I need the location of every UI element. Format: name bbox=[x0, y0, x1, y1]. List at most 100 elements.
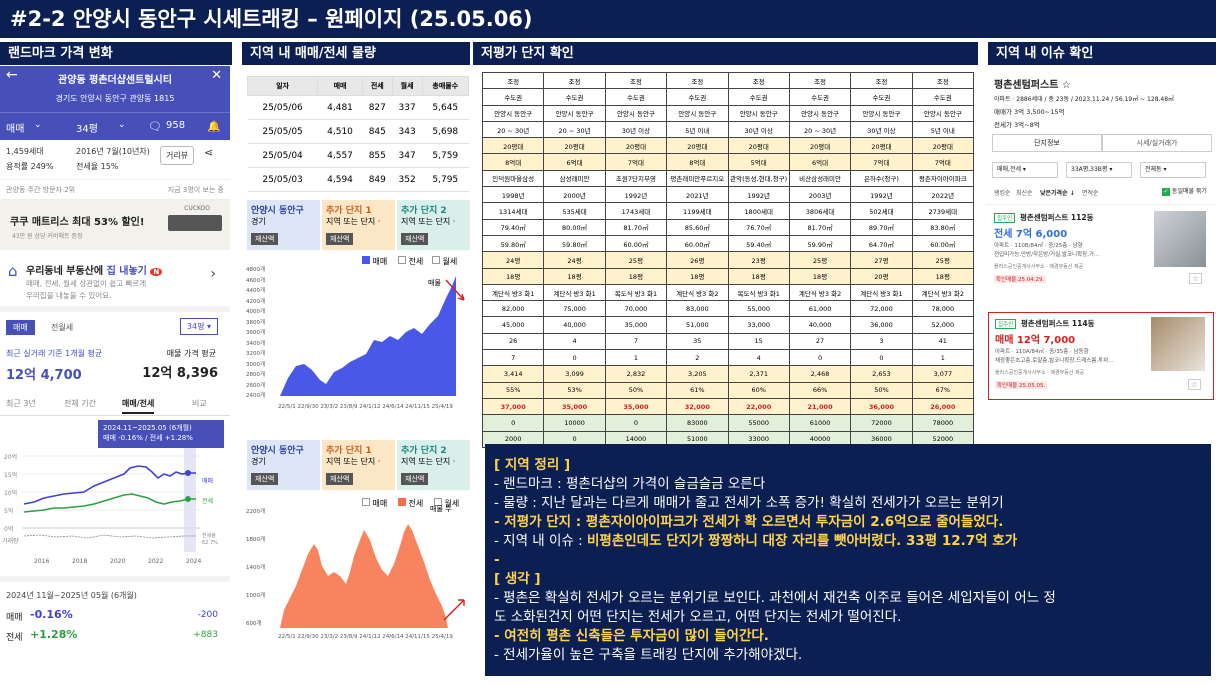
grid-cell: 조정 bbox=[911, 71, 975, 90]
grid-cell: 계단식 방3 화1 bbox=[543, 283, 606, 302]
col-header: 일자 bbox=[246, 76, 319, 96]
owner-badge: 집주인 bbox=[994, 213, 1016, 223]
size-select[interactable]: 34평 bbox=[76, 124, 98, 135]
y-tick: 4800개 bbox=[246, 267, 266, 273]
y-tick: 2600개 bbox=[246, 382, 266, 389]
sort-latest[interactable]: 최신순 bbox=[1016, 190, 1033, 197]
y-tick: 1000개 bbox=[246, 593, 266, 599]
grid-cell: 41 bbox=[911, 332, 975, 351]
tab-sale-rent[interactable]: 매매/전세 bbox=[122, 398, 155, 414]
filter-building[interactable]: 전체동 ▾ bbox=[1140, 162, 1206, 178]
listing-card-1[interactable]: 집주인 평촌센텀퍼스트 112동 전세 7억 6,000 아파트 · 110B/… bbox=[986, 204, 1216, 290]
grid-cell: 안양시 동안구 bbox=[543, 104, 606, 122]
grid-cell: 관악(동성,현대,청구) bbox=[727, 169, 790, 188]
sort-lowprice[interactable]: 낮은가격순 ↓ bbox=[1040, 190, 1075, 197]
chart2-tag: 매물 수 bbox=[430, 505, 452, 513]
promo-list-home[interactable]: ⌂ 우리동네 부동산에 집 내놓기 N 매매, 전세, 월세 상관없이 쉽고 빠… bbox=[0, 250, 230, 312]
grid-cell: 60.00㎡ bbox=[911, 234, 975, 253]
filter-trade[interactable]: 매매,전세 ▾ bbox=[992, 162, 1058, 178]
extra-card-1[interactable]: 추가 단지 1 지역 또는 단지 · 재산액 bbox=[322, 440, 395, 490]
period-label: 2024년 11월~2025년 05월 (6개월) bbox=[6, 591, 137, 600]
sort-rank[interactable]: 랭킹순 bbox=[994, 190, 1011, 197]
size-dropdown[interactable]: 34평 ▾ bbox=[179, 318, 218, 335]
grid-cell: 18평 bbox=[543, 267, 606, 285]
tab-complex-info[interactable]: 단지정보 bbox=[992, 134, 1102, 152]
grid-cell: 60.00㎡ bbox=[666, 234, 729, 253]
col-header: 매매 bbox=[317, 76, 363, 96]
grid-cell: 35 bbox=[666, 332, 729, 351]
grid-cell: 평촌래미안푸르지오 bbox=[666, 169, 729, 188]
grid-cell: 83.80㎡ bbox=[911, 218, 975, 236]
trade-type-select[interactable]: 매매 bbox=[6, 124, 25, 135]
grid-cell: 55,000 bbox=[727, 300, 790, 318]
grid-cell: 64.70㎡ bbox=[850, 234, 913, 253]
chart2-x-axis: 22/5/1 22/9/30 23/3/2 23/8/9 24/1/12 24/… bbox=[278, 634, 453, 640]
table-row: 25/05/03 4,594 849 352 5,795 bbox=[247, 167, 469, 192]
bell-icon[interactable]: 🔔 bbox=[207, 120, 221, 133]
grid-cell: 60.00㎡ bbox=[604, 234, 668, 253]
sort-area[interactable]: 면적순 bbox=[1082, 190, 1099, 197]
grid-cell: 52,000 bbox=[911, 316, 975, 334]
comment-icon[interactable]: 🗨 bbox=[148, 120, 162, 133]
star-icon[interactable]: ☆ bbox=[1187, 379, 1201, 390]
grid-cell: 24평 bbox=[481, 251, 545, 269]
grid-cell: 0 bbox=[850, 349, 913, 367]
grid-cell: 3,077 bbox=[911, 365, 975, 383]
group-checkbox[interactable]: ✓ 동일매물 묶기 bbox=[1162, 188, 1207, 196]
tab-market-price[interactable]: 시세/실거래가 bbox=[1102, 134, 1212, 152]
star-icon[interactable]: ☆ bbox=[1188, 273, 1202, 284]
tab-3years[interactable]: 최근 3년 bbox=[6, 399, 36, 408]
table-cell: 5,795 bbox=[422, 167, 469, 192]
tab-rent[interactable]: 전월세 bbox=[51, 323, 74, 332]
grid-cell: 5억대 bbox=[727, 153, 790, 171]
table-cell: 4,510 bbox=[317, 119, 363, 144]
street-view-button[interactable]: 거리뷰 bbox=[160, 146, 195, 165]
section-header-undervalued: 저평가 단지 확인 bbox=[473, 42, 978, 65]
y-tick: 0억 bbox=[4, 526, 14, 533]
landmark-price-chart: 2024.11~2025.05 (6개월) 매매 -0.16% / 전세 +1.2… bbox=[0, 416, 230, 576]
tab-sale[interactable]: 매매 bbox=[6, 320, 35, 335]
grid-cell: 복도식 방3 화1 bbox=[604, 283, 668, 302]
recent-avg-label: 최근 실거래 기준 1개월 평균 bbox=[6, 349, 103, 358]
extra-card-2[interactable]: 추가 단지 2 지역 또는 단지 · 재산액 bbox=[397, 440, 470, 490]
filter-size[interactable]: 33A평,33B평 ▾ bbox=[1066, 162, 1132, 178]
summary-line: 도 소화된건지 어떤 단지는 전세가 오르고, 어떤 단지는 전세가 떨어진다. bbox=[494, 609, 902, 625]
grid-cell: 35,000 bbox=[604, 397, 668, 416]
region-card[interactable]: 안양시 동안구 경기 재산액 bbox=[247, 200, 320, 250]
tab-all-period[interactable]: 전체 기간 bbox=[64, 399, 96, 408]
section-header-issue: 지역 내 이슈 확인 bbox=[988, 42, 1216, 65]
ad-banner[interactable]: 쿠쿠 매트리스 최대 53% 할인! 43만 원 상당 커버매트 증정 CUCK… bbox=[0, 200, 230, 250]
region-card[interactable]: 안양시 동안구 경기 재산액 bbox=[247, 440, 320, 490]
summary-line: - bbox=[494, 552, 500, 568]
grid-cell: 25평 bbox=[604, 251, 668, 269]
landmark-tabbar: 매매 ⌄ 34평 ⌄ 🗨 958 🔔 bbox=[0, 112, 230, 140]
grid-cell: 25평 bbox=[911, 251, 975, 269]
grid-cell: 21,000 bbox=[788, 397, 852, 416]
grid-cell: 수도권 bbox=[727, 88, 790, 106]
grid-cell: 20평대 bbox=[666, 137, 729, 155]
grid-row: 18평 18평 18평 18평 18평 18평 20평 18평 bbox=[481, 267, 975, 285]
listing-card-2[interactable]: 집주인 평촌센텀퍼스트 114동 매매 12억 7,000 아파트 · 110A… bbox=[988, 312, 1214, 400]
grid-cell: 70,000 bbox=[604, 300, 668, 318]
extra-card-2[interactable]: 추가 단지 2 지역 또는 단지 · 재산액 bbox=[397, 200, 470, 250]
summary-line: - 물량 : 지난 달과는 다르게 매매가 줄고 전세가 소폭 증가! 확실히 … bbox=[494, 495, 1004, 511]
y-tick: 3600개 bbox=[246, 330, 266, 336]
table-cell: 5,759 bbox=[422, 143, 469, 168]
summary-line: [ 지역 정리 ] bbox=[494, 457, 571, 473]
close-icon[interactable]: ✕ bbox=[211, 68, 222, 83]
grid-cell: 7억대 bbox=[604, 153, 668, 171]
grid-cell: 안양시 동안구 bbox=[604, 104, 668, 122]
grid-cell: 10000 bbox=[543, 414, 606, 432]
visitor-rank: 관양동 주간 방문자 2위 bbox=[6, 186, 76, 194]
share-icon[interactable]: ⋖ bbox=[204, 146, 214, 159]
promo-desc-2: 우리집을 내놓을 수 있어요. bbox=[26, 291, 112, 300]
grid-cell: 33000 bbox=[727, 430, 790, 448]
extra-card-1[interactable]: 추가 단지 1 지역 또는 단지 · 재산액 bbox=[322, 200, 395, 250]
tab-compare[interactable]: 비교 bbox=[192, 399, 207, 408]
grid-cell: 79.40㎡ bbox=[481, 218, 545, 236]
col-header: 총매물수 bbox=[421, 76, 470, 96]
back-arrow-icon[interactable]: ← bbox=[6, 67, 18, 83]
promo-title: 우리동네 부동산에 집 내놓기 N bbox=[26, 262, 163, 277]
